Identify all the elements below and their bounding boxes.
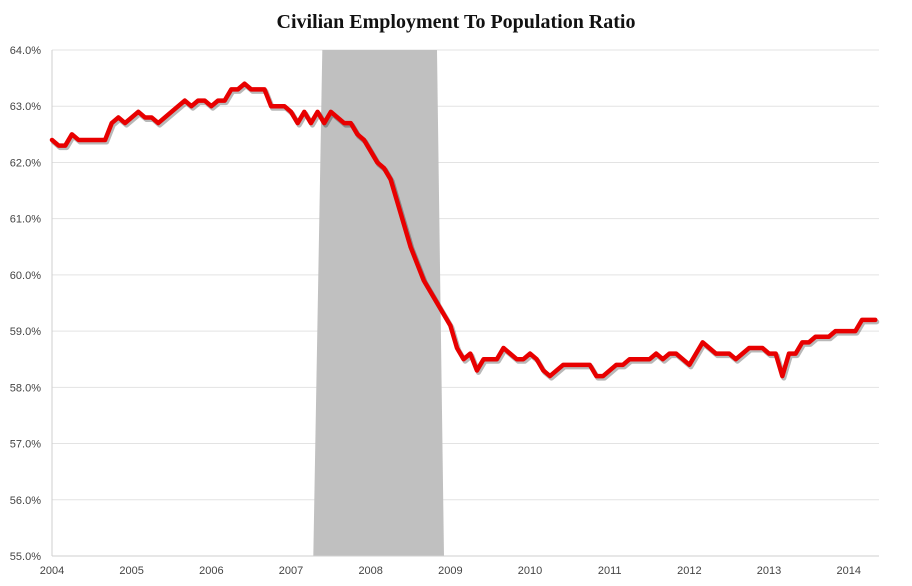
y-tick-label: 62.0%: [10, 157, 41, 169]
y-tick-label: 61.0%: [10, 214, 41, 226]
x-tick-label: 2005: [119, 565, 143, 577]
x-tick-label: 2011: [598, 565, 622, 577]
x-tick-label: 2007: [279, 565, 303, 577]
y-tick-label: 60.0%: [10, 270, 41, 282]
x-tick-label: 2010: [518, 565, 542, 577]
x-tick-label: 2004: [40, 565, 64, 577]
x-tick-label: 2009: [438, 565, 462, 577]
series-layer: [49, 81, 880, 381]
x-tick-label: 2013: [757, 565, 781, 577]
axes: [51, 50, 879, 557]
x-tick-labels: 2004 2005 2006 2007 2008 2009 2010 2011 2012 2013…: [40, 565, 861, 577]
y-tick-label: 58.0%: [10, 382, 41, 394]
y-tick-label: 63.0%: [10, 101, 41, 113]
series-line-shadow: [51, 83, 880, 381]
recession-band-layer: [313, 50, 444, 556]
x-tick-label: 2014: [836, 565, 860, 577]
x-tick-label: 2012: [677, 565, 701, 577]
y-tick-label: 57.0%: [10, 439, 41, 451]
y-tick-label: 56.0%: [10, 495, 41, 507]
y-tick-label: 64.0%: [10, 45, 41, 57]
y-tick-labels: 55.0% 56.0% 57.0% 58.0% 59.0% 60.0% 61.0% 62.0%…: [10, 45, 41, 563]
chart-title: Civilian Employment To Population Ratio: [277, 11, 636, 33]
grid-lines: [52, 49, 879, 557]
x-tick-label: 2006: [199, 565, 223, 577]
y-tick-label: 59.0%: [10, 326, 41, 338]
y-tick-label: 55.0%: [10, 551, 41, 563]
recession-band: [313, 50, 444, 556]
x-tick-label: 2008: [358, 565, 382, 577]
series-line: [49, 81, 878, 379]
